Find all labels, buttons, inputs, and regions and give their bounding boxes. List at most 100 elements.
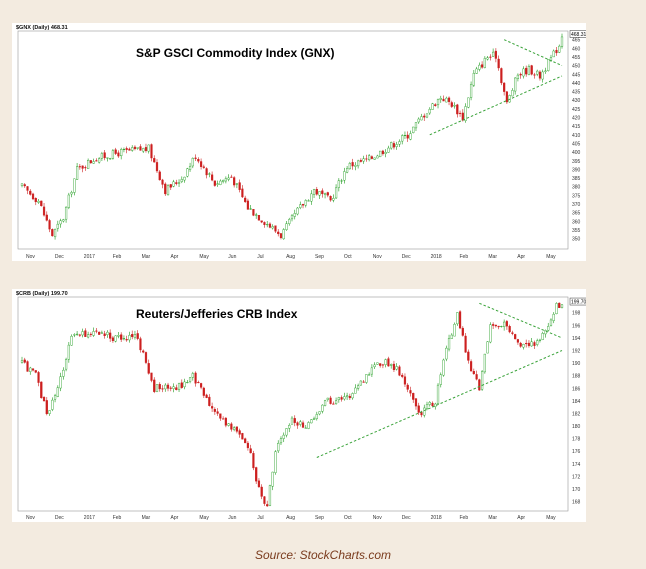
x-tick-label: Feb [460, 515, 469, 521]
candle-body [216, 183, 219, 185]
candle-body [343, 171, 346, 181]
candle-body [359, 160, 362, 162]
candle-body [519, 342, 522, 347]
candle-body [180, 382, 183, 388]
candle-body [166, 384, 170, 389]
candle-body [489, 324, 492, 343]
candle-body [164, 384, 167, 390]
x-tick-label: Sep [315, 515, 324, 521]
candle-body [37, 200, 40, 203]
last-value-box [569, 297, 586, 306]
y-tick-label: 385 [572, 176, 581, 182]
y-tick-label: 174 [572, 462, 581, 468]
candle-body [29, 190, 32, 195]
candle-body [379, 363, 382, 366]
candle-body [321, 404, 324, 412]
candle-body [549, 319, 553, 326]
candle-body [142, 148, 145, 152]
candle-body [252, 453, 255, 469]
x-tick-label: Oct [344, 515, 352, 521]
x-tick-label: Apr [171, 254, 179, 260]
candle-body [56, 223, 59, 229]
y-tick-label: 360 [572, 219, 581, 225]
candle-body [111, 150, 115, 159]
candle-body [560, 304, 564, 308]
candle-body [412, 126, 415, 133]
candle-body [323, 193, 327, 195]
candle-body [558, 45, 561, 53]
candle-body [348, 395, 351, 399]
y-tick-label: 380 [572, 185, 581, 191]
candle-body [478, 379, 481, 391]
y-tick-label: 435 [572, 90, 581, 96]
candle-body [87, 334, 90, 338]
y-tick-label: 415 [572, 124, 581, 130]
candle-body [271, 471, 274, 487]
candle-body [106, 157, 109, 159]
candle-body [406, 384, 409, 390]
candle-body [417, 118, 420, 123]
candle-body [527, 342, 531, 346]
candle-body [120, 334, 123, 340]
candle-body [279, 438, 283, 444]
x-tick-label: Mar [142, 254, 151, 260]
candle-body [395, 144, 398, 147]
x-tick-label: 2017 [84, 254, 95, 260]
y-tick-label: 350 [572, 237, 581, 243]
candle-body [244, 197, 247, 202]
candle-body [368, 374, 371, 376]
y-tick-label: 400 [572, 150, 581, 156]
candle-body [139, 338, 142, 351]
candle-body [508, 95, 511, 103]
candle-body [472, 72, 475, 86]
y-tick-label: 460 [572, 46, 581, 52]
y-tick-label: 192 [572, 349, 581, 355]
candle-body [31, 193, 35, 200]
candle-body [98, 158, 101, 163]
candle-body [417, 405, 420, 413]
candle-body [76, 166, 79, 180]
candle-body [323, 400, 327, 406]
candle-body [315, 414, 318, 419]
y-tick-label: 188 [572, 374, 581, 380]
candle-body [357, 385, 360, 389]
candle-body [346, 395, 349, 398]
candle-body [186, 382, 189, 384]
candle-body [233, 177, 236, 186]
candle-body [403, 376, 407, 385]
candle-body [197, 382, 200, 384]
candle-body [166, 185, 170, 196]
candle-body [301, 422, 305, 428]
candle-body [516, 339, 520, 343]
candle-body [89, 160, 92, 164]
candle-body [133, 146, 137, 150]
candle-body [48, 410, 51, 414]
candle-body [271, 226, 274, 229]
candle-body [439, 98, 442, 100]
candle-body [211, 174, 214, 181]
y-tick-label: 168 [572, 500, 581, 506]
candle-body [533, 74, 536, 76]
candle-body [318, 411, 321, 415]
candle-body [147, 144, 150, 152]
candle-body [172, 181, 175, 187]
y-tick-label: 186 [572, 386, 581, 392]
candle-body [95, 160, 98, 162]
candle-body [114, 149, 117, 154]
x-tick-label: Feb [460, 254, 469, 260]
candle-body [511, 90, 514, 97]
y-tick-label: 178 [572, 437, 581, 443]
candle-body [70, 335, 73, 346]
candle-body [376, 155, 379, 159]
y-tick-label: 405 [572, 141, 581, 147]
candle-body [536, 340, 539, 345]
candle-body [53, 229, 57, 238]
candle-body [332, 403, 335, 405]
candle-body [290, 215, 294, 220]
candle-body [494, 50, 497, 59]
candle-body [120, 149, 123, 157]
plot-frame [17, 296, 569, 512]
candle-body [522, 68, 525, 77]
candle-body [34, 197, 37, 203]
candle-body [296, 422, 299, 426]
